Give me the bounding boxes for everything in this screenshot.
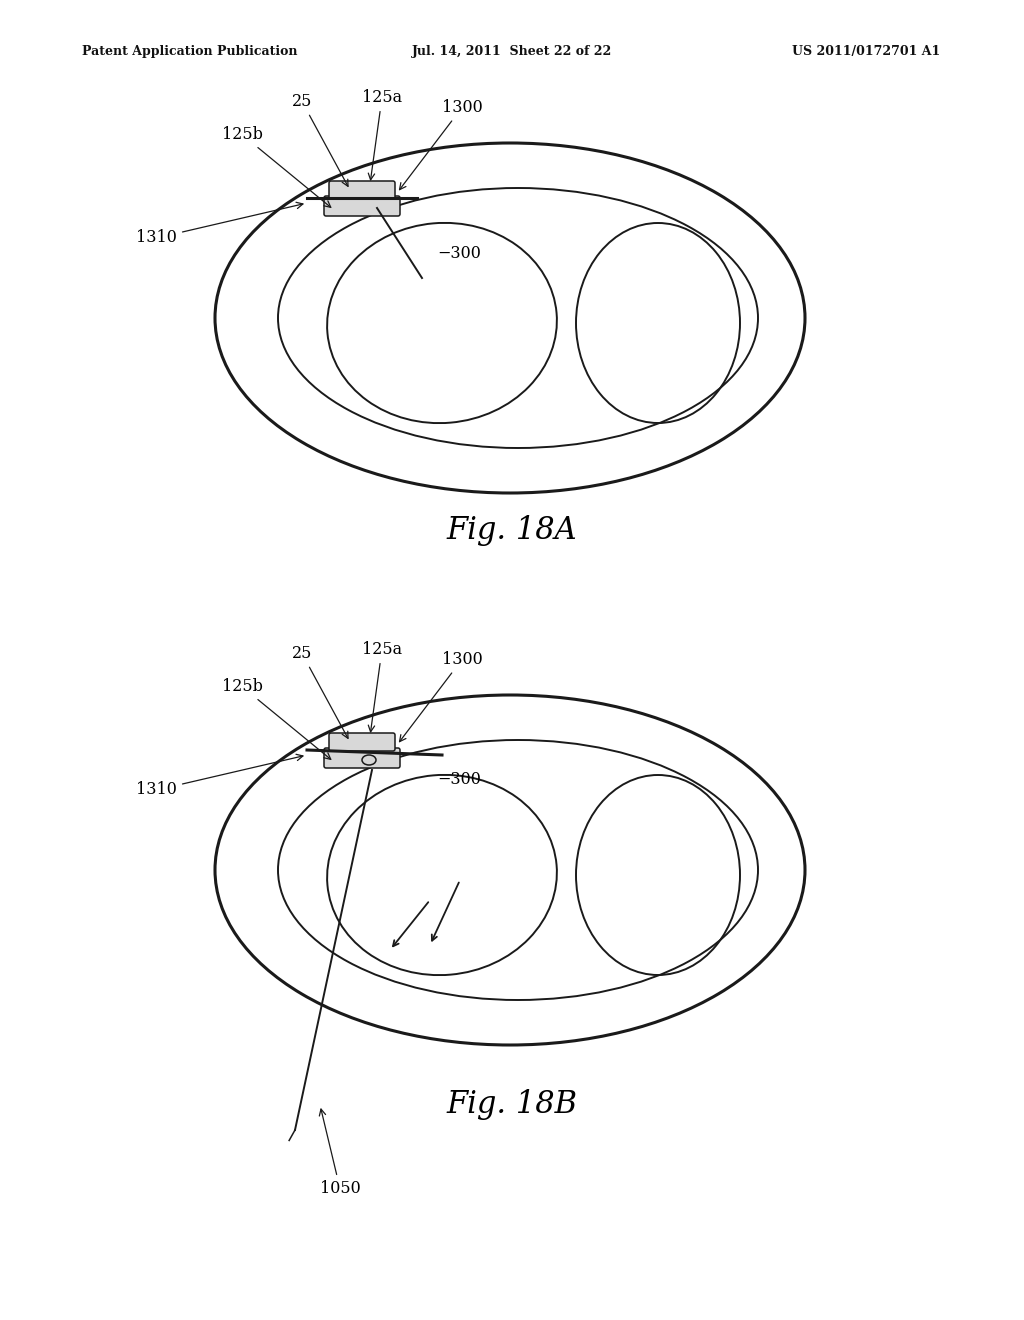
- Text: 25: 25: [292, 92, 348, 186]
- Text: US 2011/0172701 A1: US 2011/0172701 A1: [792, 45, 940, 58]
- Text: 125a: 125a: [361, 642, 402, 731]
- Text: Jul. 14, 2011  Sheet 22 of 22: Jul. 14, 2011 Sheet 22 of 22: [412, 45, 612, 58]
- FancyBboxPatch shape: [324, 748, 400, 768]
- Text: −300: −300: [437, 244, 481, 261]
- Text: Fig. 18B: Fig. 18B: [446, 1089, 578, 1121]
- Text: −300: −300: [437, 771, 481, 788]
- Text: Fig. 18A: Fig. 18A: [446, 515, 578, 545]
- Text: 1310: 1310: [136, 202, 303, 247]
- Text: 125b: 125b: [221, 678, 331, 759]
- Text: 1310: 1310: [136, 754, 303, 799]
- FancyBboxPatch shape: [329, 733, 395, 751]
- FancyBboxPatch shape: [329, 181, 395, 199]
- Text: 1300: 1300: [399, 99, 482, 190]
- Text: 25: 25: [292, 645, 348, 738]
- Text: 125b: 125b: [221, 125, 331, 207]
- Text: Patent Application Publication: Patent Application Publication: [82, 45, 298, 58]
- Text: 1300: 1300: [399, 651, 482, 742]
- Text: 1050: 1050: [319, 1109, 360, 1197]
- FancyBboxPatch shape: [324, 195, 400, 216]
- Text: 125a: 125a: [361, 88, 402, 180]
